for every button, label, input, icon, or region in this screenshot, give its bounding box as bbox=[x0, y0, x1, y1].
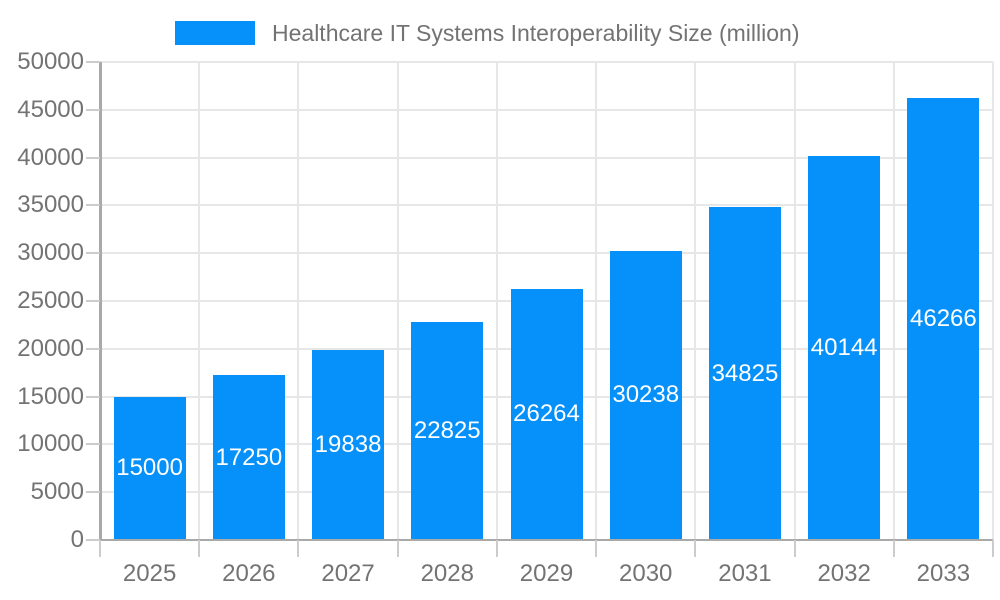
x-axis-tick-label: 2028 bbox=[420, 560, 474, 587]
v-gridline bbox=[793, 62, 796, 540]
y-axis-tick-label: 10000 bbox=[17, 430, 84, 458]
x-tick-mark bbox=[198, 540, 201, 557]
y-tick-mark bbox=[86, 108, 100, 111]
v-gridline bbox=[297, 62, 300, 540]
bar-value-label: 26264 bbox=[513, 400, 580, 428]
bar-2028: 22825 bbox=[411, 321, 484, 540]
bar-2031: 34825 bbox=[708, 207, 781, 540]
bar-value-label: 17250 bbox=[215, 443, 283, 471]
x-tick-mark bbox=[595, 540, 598, 557]
v-gridline bbox=[198, 62, 201, 540]
y-axis-tick-label: 5000 bbox=[30, 478, 84, 506]
bar-2030: 30238 bbox=[609, 250, 682, 540]
h-gridline bbox=[100, 108, 993, 111]
bar-value-label: 46266 bbox=[910, 304, 977, 332]
y-tick-mark bbox=[86, 539, 100, 541]
h-gridline bbox=[100, 204, 993, 207]
y-axis-tick-label: 20000 bbox=[17, 334, 84, 362]
y-axis-tick-label: 50000 bbox=[17, 48, 84, 75]
y-axis-tick-label: 35000 bbox=[17, 191, 84, 219]
bar-value-label: 19838 bbox=[314, 431, 382, 459]
legend-swatch-icon bbox=[175, 21, 255, 45]
h-gridline bbox=[100, 61, 993, 63]
bar-value-label: 40144 bbox=[810, 334, 878, 362]
y-tick-mark bbox=[86, 443, 100, 446]
v-gridline bbox=[595, 62, 598, 540]
y-tick-mark bbox=[86, 347, 100, 350]
bar-2025: 15000 bbox=[113, 396, 186, 540]
y-axis-tick-label: 25000 bbox=[17, 287, 84, 314]
chart-legend: Healthcare IT Systems Interoperability S… bbox=[175, 19, 800, 46]
plot-area: 15000 17250 19838 22825 26264 30238 34825 40144… bbox=[99, 61, 994, 541]
x-axis-line bbox=[100, 539, 993, 541]
x-tick-mark bbox=[694, 540, 697, 557]
v-gridline bbox=[396, 62, 399, 540]
bar-value-label: 15000 bbox=[116, 454, 183, 482]
x-tick-mark bbox=[992, 540, 994, 557]
h-gridline bbox=[100, 156, 993, 159]
bar-2029: 26264 bbox=[510, 288, 583, 540]
bar-2033: 46266 bbox=[907, 97, 980, 540]
x-tick-mark bbox=[396, 540, 399, 557]
v-gridline bbox=[892, 62, 895, 540]
y-axis-tick-label: 15000 bbox=[17, 382, 84, 410]
x-axis-tick-label: 2026 bbox=[222, 560, 276, 587]
y-tick-mark bbox=[86, 252, 100, 255]
x-axis-tick-label: 2030 bbox=[619, 560, 673, 587]
x-axis-tick-label: 2033 bbox=[916, 560, 971, 587]
x-axis-tick-label: 2031 bbox=[718, 560, 772, 587]
y-tick-mark bbox=[86, 61, 100, 63]
bar-value-label: 30238 bbox=[612, 381, 680, 409]
y-tick-mark bbox=[86, 300, 100, 302]
x-axis-tick-label: 2027 bbox=[321, 560, 375, 587]
y-axis-tick-label: 0 bbox=[70, 526, 84, 553]
y-tick-mark bbox=[86, 204, 100, 207]
bar-value-label: 22825 bbox=[413, 416, 481, 444]
x-tick-mark bbox=[99, 540, 101, 557]
v-gridline bbox=[495, 62, 498, 540]
v-gridline bbox=[992, 62, 994, 540]
y-axis-line bbox=[99, 62, 102, 540]
y-axis-tick-label: 30000 bbox=[17, 239, 84, 267]
x-tick-mark bbox=[297, 540, 300, 557]
bar-2026: 17250 bbox=[212, 375, 285, 540]
y-tick-mark bbox=[86, 156, 100, 159]
x-axis-tick-label: 2029 bbox=[519, 560, 574, 587]
y-axis-tick-label: 45000 bbox=[17, 95, 84, 123]
v-gridline bbox=[694, 62, 697, 540]
bar-2027: 19838 bbox=[312, 350, 385, 540]
x-tick-mark bbox=[495, 540, 498, 557]
x-axis-tick-label: 2025 bbox=[122, 560, 177, 587]
bar-value-label: 34825 bbox=[711, 359, 779, 387]
x-tick-mark bbox=[793, 540, 796, 557]
bar-2032: 40144 bbox=[808, 156, 881, 540]
y-axis-tick-label: 40000 bbox=[17, 143, 84, 171]
y-tick-mark bbox=[86, 395, 100, 398]
x-axis-tick-label: 2032 bbox=[817, 560, 871, 587]
x-tick-mark bbox=[892, 540, 895, 557]
y-tick-mark bbox=[86, 491, 100, 494]
legend-label: Healthcare IT Systems Interoperability S… bbox=[272, 19, 800, 46]
h-gridline bbox=[100, 252, 993, 255]
